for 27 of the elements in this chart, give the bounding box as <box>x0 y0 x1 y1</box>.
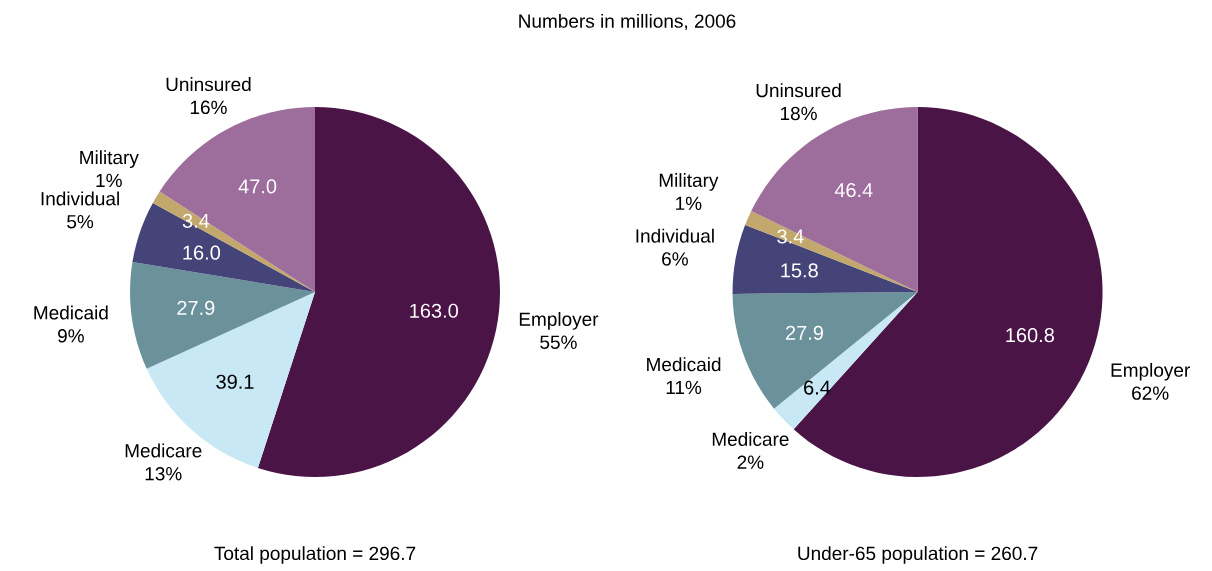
slice-label: Medicare 2% <box>712 432 789 469</box>
slice-label: Medicare 13% <box>125 443 202 481</box>
slice-label: Employer 55% <box>519 312 599 349</box>
slice-label: Military 1% <box>80 150 139 188</box>
data-label: 47.0 <box>238 179 277 194</box>
slice-label: Medicaid 11% <box>647 357 721 395</box>
slice-label: Medicaid 9% <box>34 305 108 343</box>
data-label: 163.0 <box>410 303 459 318</box>
data-label: 39.1 <box>216 374 254 389</box>
slice-label: Military 1% <box>659 173 719 210</box>
data-label: 27.9 <box>177 300 215 315</box>
data-label: 6.4 <box>804 380 831 395</box>
slice-label: Employer 62% <box>1111 362 1190 400</box>
data-label: 16.0 <box>183 245 221 260</box>
text: Total population = 296.7 <box>214 546 416 564</box>
data-label: 27.9 <box>786 325 823 340</box>
text: Under-65 population = 260.7 <box>798 546 1038 564</box>
slice-label: Individual 6% <box>636 228 714 266</box>
data-label: 3.4 <box>182 213 210 228</box>
data-label: 46.4 <box>834 182 873 198</box>
data-label: 15.8 <box>781 263 818 278</box>
data-label: 160.8 <box>1006 328 1054 343</box>
slice-label: Uninsured 18% <box>756 83 841 121</box>
chart-title: Numbers in millions, 2006 <box>519 13 736 31</box>
slice-label: Uninsured 16% <box>166 77 251 115</box>
slice-label: Individual 5% <box>41 191 119 229</box>
data-label: 3.4 <box>777 229 804 244</box>
